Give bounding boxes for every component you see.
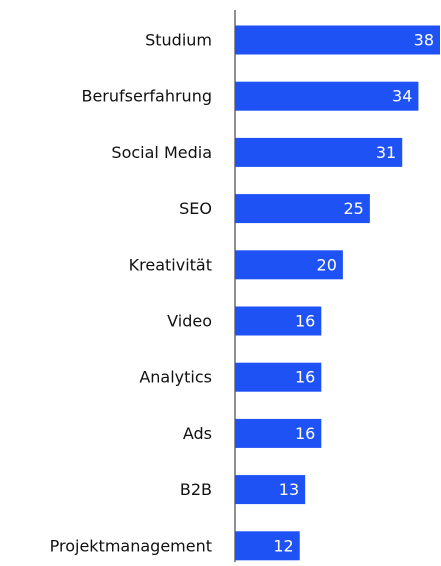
- category-label: Kreativität: [129, 255, 212, 274]
- value-label: 31: [376, 143, 396, 162]
- bar: [235, 531, 300, 561]
- bar: [235, 81, 419, 111]
- category-label: Analytics: [139, 368, 212, 387]
- value-label: 38: [414, 31, 434, 50]
- bar: [235, 137, 403, 167]
- bar: [235, 306, 322, 336]
- category-label: Projektmanagement: [50, 536, 212, 555]
- value-label: 16: [295, 424, 315, 443]
- category-label: B2B: [180, 480, 212, 499]
- bar: [235, 418, 322, 448]
- category-label: SEO: [179, 199, 212, 218]
- bar: [235, 25, 440, 55]
- value-label: 20: [317, 255, 337, 274]
- category-label: Berufserfahrung: [81, 87, 212, 106]
- value-label: 13: [279, 480, 299, 499]
- value-label: 34: [392, 87, 412, 106]
- bar: [235, 250, 343, 280]
- value-label: 12: [273, 536, 293, 555]
- category-label: Ads: [183, 424, 212, 443]
- bar: [235, 194, 370, 224]
- value-label: 16: [295, 368, 315, 387]
- category-label: Social Media: [111, 143, 212, 162]
- bar: [235, 475, 306, 505]
- value-label: 25: [344, 199, 364, 218]
- bar: [235, 362, 322, 392]
- category-label: Video: [167, 312, 212, 331]
- category-label: Studium: [145, 31, 212, 50]
- value-label: 16: [295, 312, 315, 331]
